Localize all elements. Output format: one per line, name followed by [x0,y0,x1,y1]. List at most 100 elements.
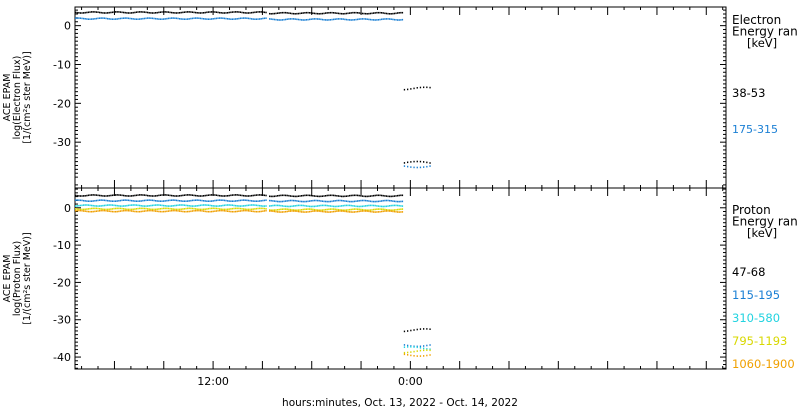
data-point [373,208,375,211]
data-point [257,210,259,213]
data-point [373,194,375,197]
data-point [222,204,224,207]
data-point [401,200,404,203]
data-point [180,18,182,20]
data-point [309,208,311,210]
data-point [326,208,328,211]
data-point [392,18,394,21]
data-point [203,18,205,20]
data-point [188,200,190,202]
data-point [366,18,368,20]
legend-title: Energy ran [732,215,798,229]
data-point [373,19,375,21]
data-point [113,11,115,13]
data-point [231,207,234,210]
data-point [392,204,394,207]
data-point [302,208,304,211]
data-point [339,12,341,15]
data-point [247,12,250,14]
data-point [376,211,378,213]
data-point [342,195,344,198]
data-point [401,205,404,207]
data-point [320,204,322,207]
data-point [252,210,254,213]
data-point [299,195,301,197]
data-point [179,204,181,206]
data-point [269,12,271,15]
data-point [78,208,80,210]
data-point [175,195,178,197]
data-point [389,18,391,20]
data-point [174,199,176,201]
data-point [377,208,380,210]
data-point [353,194,356,197]
data-point [286,194,288,197]
data-point [75,17,77,19]
data-point [230,194,232,197]
data-point [379,205,381,208]
data-point [121,11,123,14]
data-point [403,344,406,346]
data-point [121,17,123,20]
data-point [203,200,205,202]
data-point [410,354,412,357]
data-point [286,18,288,20]
data-point [379,11,381,14]
data-point [212,207,214,210]
data-point [219,11,221,14]
data-point [196,209,198,212]
data-point [219,209,221,212]
data-point [347,204,349,207]
data-point [153,12,155,14]
data-point [169,207,171,210]
data-point [94,200,96,202]
y-tick-label: -30 [53,314,71,327]
data-point [183,200,186,202]
legend-title: [keV] [747,36,777,50]
data-point [111,208,114,210]
data-point [129,204,131,206]
data-point [151,195,154,197]
data-point [403,165,406,167]
data-point [99,199,101,201]
data-point [126,17,128,19]
data-point [275,12,277,15]
data-point [228,200,230,202]
data-point [419,328,422,330]
data-point [318,199,320,202]
data-point [84,11,86,14]
data-point [209,18,211,20]
data-point [190,205,192,207]
data-point [244,195,246,197]
data-point [397,200,399,203]
data-point [143,11,146,13]
data-point [238,194,240,196]
data-point [389,210,391,212]
data-point [243,17,245,19]
data-point [185,207,187,210]
data-point [413,329,415,331]
data-point [166,194,168,196]
data-point [94,194,96,196]
data-point [339,210,341,212]
data-point [355,208,357,210]
data-point [134,204,136,206]
data-point [127,195,130,197]
data-point [371,209,373,211]
data-point [349,200,351,203]
data-point [294,18,296,20]
data-point [148,195,150,197]
data-point [331,194,333,197]
legend-title: Proton [732,203,771,217]
data-point [137,204,139,207]
data-point [262,199,264,202]
data-point [272,200,274,202]
data-point [134,194,136,197]
data-point [206,194,208,197]
data-point [333,210,335,213]
data-point [390,195,392,198]
data-point [307,211,309,213]
data-point [272,210,274,212]
data-point [283,200,285,203]
data-point [331,200,333,203]
